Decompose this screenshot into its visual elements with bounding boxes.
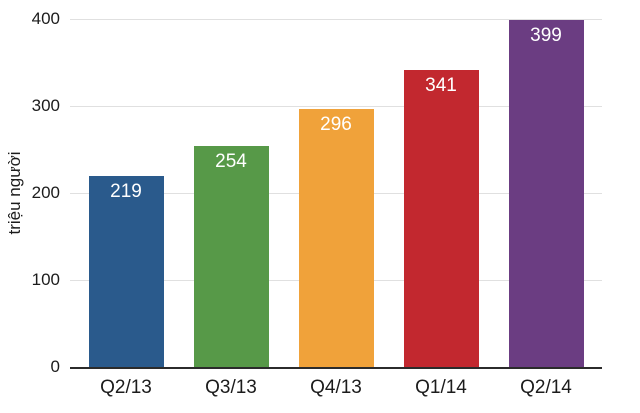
bar-value-label: 341 xyxy=(425,75,457,96)
gridline xyxy=(70,106,602,107)
y-tick-label: 400 xyxy=(31,9,60,28)
y-tick-label: 100 xyxy=(31,270,60,289)
y-tick-label: 200 xyxy=(31,183,60,202)
x-tick-label: Q1/14 xyxy=(415,377,467,398)
x-tick-label: Q2/13 xyxy=(100,377,152,398)
y-tick-label: 300 xyxy=(31,96,60,115)
bar-q3-13: 254 xyxy=(193,146,269,367)
bar-q4-13: 296 xyxy=(298,109,374,367)
bar-value-label: 399 xyxy=(530,25,562,46)
bar-value-label: 296 xyxy=(320,114,352,135)
bar-value-label: 254 xyxy=(215,151,247,172)
gridline xyxy=(70,19,602,20)
bar-q1-14: 341 xyxy=(403,70,479,367)
bar-q2-14: 399 xyxy=(508,20,584,367)
y-tick-label: 0 xyxy=(50,357,60,376)
bar-q2-13: 219 xyxy=(88,176,164,367)
x-axis-line xyxy=(70,367,602,369)
x-tick-label: Q4/13 xyxy=(310,377,362,398)
bar-value-label: 219 xyxy=(110,181,142,202)
x-tick-label: Q3/13 xyxy=(205,377,257,398)
x-tick-label: Q2/14 xyxy=(520,377,572,398)
